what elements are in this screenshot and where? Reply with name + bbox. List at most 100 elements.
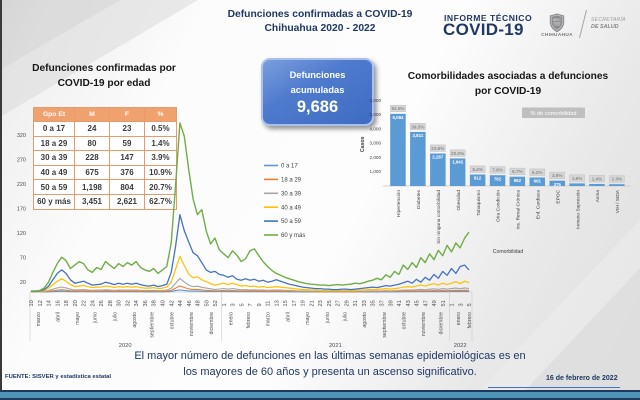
svg-text:Ins. Renal Crónica: Ins. Renal Crónica	[516, 190, 522, 230]
svg-text:46: 46	[187, 300, 193, 306]
svg-text:5,084: 5,084	[393, 115, 405, 120]
svg-text:2020: 2020	[119, 343, 132, 349]
svg-text:50 a 59: 50 a 59	[281, 219, 302, 225]
svg-text:1,942: 1,942	[452, 160, 464, 165]
svg-text:0 a 17: 0 a 17	[281, 164, 298, 170]
svg-text:noviembre: noviembre	[189, 312, 195, 336]
svg-text:38: 38	[152, 300, 158, 306]
svg-text:23.6%: 23.6%	[431, 146, 444, 151]
svg-text:1.3%: 1.3%	[612, 177, 622, 182]
svg-text:45: 45	[415, 300, 421, 306]
svg-text:30 a 39: 30 a 39	[281, 191, 302, 197]
svg-text:febrero: febrero	[246, 312, 252, 329]
svg-text:2022: 2022	[454, 343, 467, 349]
svg-text:marzo: marzo	[266, 312, 272, 327]
svg-text:agosto: agosto	[362, 312, 368, 328]
svg-text:762: 762	[494, 176, 502, 181]
svg-text:6.2%: 6.2%	[532, 170, 542, 175]
svg-text:15: 15	[283, 300, 289, 306]
svg-text:39.3%: 39.3%	[411, 124, 424, 129]
svg-text:3,811: 3,811	[413, 133, 424, 138]
svg-text:Sin ninguna comorbilidad: Sin ninguna comorbilidad	[436, 190, 442, 244]
svg-text:4,000: 4,000	[370, 126, 382, 131]
svg-text:47: 47	[423, 300, 429, 306]
svg-text:20: 20	[20, 280, 26, 286]
svg-text:Tabaquismo: Tabaquismo	[476, 190, 482, 216]
svg-text:Otra Condición: Otra Condición	[496, 190, 502, 222]
svg-text:375: 375	[554, 182, 562, 187]
svg-text:Asma: Asma	[595, 190, 601, 203]
svg-text:27: 27	[336, 300, 342, 306]
svg-text:12: 12	[38, 300, 44, 306]
svg-text:EPOC: EPOC	[555, 189, 561, 203]
svg-text:1: 1	[450, 303, 456, 306]
svg-text:7: 7	[248, 303, 254, 306]
svg-text:6.7%: 6.7%	[512, 169, 522, 174]
svg-text:febrero: febrero	[467, 312, 473, 329]
svg-text:17: 17	[292, 300, 298, 306]
svg-text:5: 5	[239, 303, 245, 306]
svg-text:junio: junio	[325, 312, 331, 324]
svg-text:abril: abril	[56, 312, 62, 322]
svg-text:52.5%: 52.5%	[391, 106, 404, 111]
svg-text:diciembre: diciembre	[439, 312, 445, 335]
svg-text:Enf. Cardiaca: Enf. Cardiaca	[536, 190, 542, 219]
svg-text:1,000: 1,000	[370, 169, 382, 174]
svg-text:50: 50	[204, 300, 210, 306]
svg-text:2,000: 2,000	[370, 155, 382, 160]
svg-text:3.9%: 3.9%	[552, 173, 562, 178]
svg-text:marzo: marzo	[36, 312, 42, 327]
svg-text:16: 16	[55, 300, 61, 306]
svg-text:5,000: 5,000	[370, 112, 382, 117]
svg-text:octubre: octubre	[169, 312, 175, 329]
svg-text:3: 3	[458, 303, 464, 306]
svg-text:6,000: 6,000	[370, 98, 382, 103]
svg-text:mayo: mayo	[75, 312, 81, 325]
svg-text:37: 37	[380, 300, 386, 306]
svg-text:9: 9	[257, 303, 263, 306]
svg-text:35: 35	[371, 300, 377, 306]
svg-text:11: 11	[266, 301, 272, 307]
svg-text:34: 34	[134, 300, 140, 306]
svg-text:25: 25	[327, 300, 333, 306]
svg-text:601: 601	[534, 179, 542, 184]
svg-text:70: 70	[20, 256, 26, 262]
svg-text:enero: enero	[229, 312, 235, 325]
svg-text:14: 14	[47, 300, 53, 306]
svg-text:60 y más: 60 y más	[281, 233, 305, 239]
svg-text:28: 28	[108, 300, 114, 306]
svg-text:21: 21	[309, 300, 315, 306]
svg-text:septiembre: septiembre	[382, 312, 388, 338]
svg-text:40: 40	[161, 300, 167, 306]
svg-text:1.4%: 1.4%	[592, 176, 602, 181]
svg-text:Obesidad: Obesidad	[456, 190, 462, 211]
svg-text:19: 19	[301, 300, 307, 306]
svg-text:julio: julio	[112, 312, 118, 322]
svg-text:agosto: agosto	[132, 312, 138, 328]
svg-text:41: 41	[397, 300, 403, 306]
svg-text:170: 170	[17, 207, 26, 213]
svg-text:812: 812	[474, 176, 482, 181]
svg-text:3,000: 3,000	[370, 141, 382, 146]
svg-text:10: 10	[29, 300, 35, 306]
svg-text:octubre: octubre	[402, 312, 408, 329]
svg-text:18 a 29: 18 a 29	[281, 178, 302, 184]
svg-text:7.9%: 7.9%	[492, 168, 502, 173]
svg-text:1.9%: 1.9%	[572, 176, 582, 181]
svg-text:julio: julio	[342, 312, 348, 322]
svg-text:48: 48	[196, 300, 202, 306]
svg-text:320: 320	[17, 133, 26, 139]
svg-text:noviembre: noviembre	[421, 312, 427, 336]
svg-text:13: 13	[274, 300, 280, 306]
svg-text:30: 30	[117, 300, 123, 306]
svg-text:septiembre: septiembre	[150, 312, 156, 338]
svg-text:49: 49	[432, 300, 438, 306]
svg-text:39: 39	[388, 300, 394, 306]
svg-text:23: 23	[318, 300, 324, 306]
svg-text:diciembre: diciembre	[209, 312, 215, 335]
svg-text:24: 24	[90, 300, 96, 306]
svg-text:5: 5	[467, 303, 473, 306]
svg-text:% de comorbilidad: % de comorbilidad	[530, 111, 576, 117]
svg-text:Hipertensión: Hipertensión	[396, 190, 402, 217]
svg-text:mayo: mayo	[305, 312, 311, 325]
